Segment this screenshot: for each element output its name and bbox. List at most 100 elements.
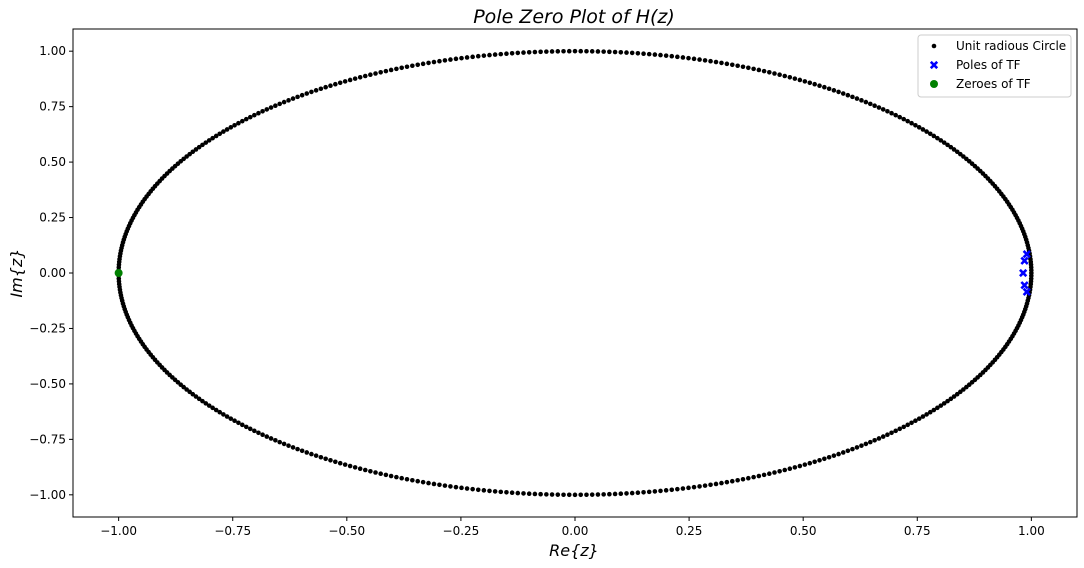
circle-point (719, 60, 724, 66)
circle-point (299, 92, 305, 98)
circle-point (635, 490, 641, 496)
circle-point (487, 488, 492, 494)
circle-point (686, 55, 691, 61)
circle-point (880, 107, 886, 112)
x-tick-label: −0.25 (443, 524, 480, 538)
circle-point (589, 492, 595, 497)
circle-point (880, 434, 886, 439)
circle-point (822, 84, 827, 90)
circle-point (498, 51, 504, 57)
circle-point (196, 396, 202, 402)
circle-point (481, 53, 487, 58)
circle-point (410, 63, 415, 69)
circle-point (845, 92, 851, 98)
circle-point (247, 114, 253, 120)
circle-point (210, 405, 215, 411)
circle-point (232, 418, 237, 424)
y-tick-label: 0.00 (39, 266, 66, 280)
circle-point (595, 49, 601, 54)
circle-point (618, 50, 624, 55)
circle-point (515, 490, 521, 496)
circle-point (708, 482, 713, 488)
circle-point (193, 147, 199, 152)
circle-point (200, 142, 205, 148)
circle-point (951, 394, 957, 399)
circle-point (217, 409, 223, 415)
circle-point (268, 105, 274, 110)
y-tick-label: 0.25 (39, 211, 66, 225)
circle-point (532, 491, 538, 497)
circle-point (812, 81, 817, 87)
circle-point (767, 471, 772, 477)
legend-marker-x (929, 60, 939, 70)
circle-point (916, 125, 922, 130)
circle-point (850, 446, 855, 452)
circle-point (740, 64, 746, 70)
circle-point (504, 51, 509, 56)
circle-point (777, 468, 782, 474)
circle-point (538, 49, 543, 55)
circle-point (318, 454, 324, 460)
circle-point (352, 76, 358, 81)
poles-series (1019, 250, 1031, 296)
circle-point (196, 144, 202, 150)
circle-point (872, 103, 877, 108)
circle-point (954, 149, 960, 155)
circle-point (924, 412, 929, 417)
circle-point (217, 131, 223, 137)
circle-point (920, 414, 926, 419)
circle-point (342, 79, 348, 84)
circle-point (624, 50, 629, 55)
circle-point (459, 485, 464, 491)
circle-point (561, 492, 566, 498)
circle-point (735, 63, 740, 69)
circle-point (544, 49, 549, 54)
circle-point (578, 492, 584, 498)
circle-point (859, 443, 864, 448)
circle-point (777, 72, 782, 78)
circle-point (850, 94, 855, 100)
circle-point (431, 481, 437, 487)
circle-point (859, 98, 864, 103)
circle-point (437, 482, 442, 488)
circle-point (509, 50, 515, 56)
circle-point (601, 49, 606, 54)
circle-point (453, 56, 459, 62)
circle-point (426, 480, 431, 486)
circle-point (342, 462, 348, 467)
circle-point (909, 420, 914, 426)
circle-point (277, 101, 283, 107)
circle-point (658, 52, 663, 58)
circle-point (549, 49, 555, 54)
circle-point (481, 488, 487, 493)
x-tick-label: 0.50 (790, 524, 817, 538)
chart-title: Pole Zero Plot of H(z) (473, 6, 675, 28)
circle-point (236, 120, 241, 126)
circle-point (352, 465, 358, 470)
circle-point (240, 422, 245, 428)
x-tick-label: 0.25 (676, 524, 703, 538)
circle-point (702, 58, 708, 63)
circle-point (652, 489, 658, 494)
circle-point (713, 481, 719, 487)
circle-point (286, 443, 291, 448)
circle-point (362, 73, 368, 79)
circle-point (675, 54, 680, 60)
circle-point (453, 484, 459, 490)
circle-point (464, 55, 470, 60)
circle-point (347, 77, 353, 83)
circle-point (521, 491, 526, 496)
circle-point (470, 54, 475, 60)
circle-point (746, 475, 751, 481)
circle-point (318, 86, 324, 92)
x-tick-label: −1.00 (100, 524, 137, 538)
circle-point (945, 398, 950, 404)
circle-point (281, 99, 287, 105)
circle-point (437, 58, 442, 64)
circle-point (782, 467, 788, 473)
circle-point (373, 71, 378, 76)
circle-point (420, 61, 426, 67)
circle-point (448, 57, 453, 62)
circle-point (410, 477, 415, 483)
zeros-series (114, 269, 123, 277)
